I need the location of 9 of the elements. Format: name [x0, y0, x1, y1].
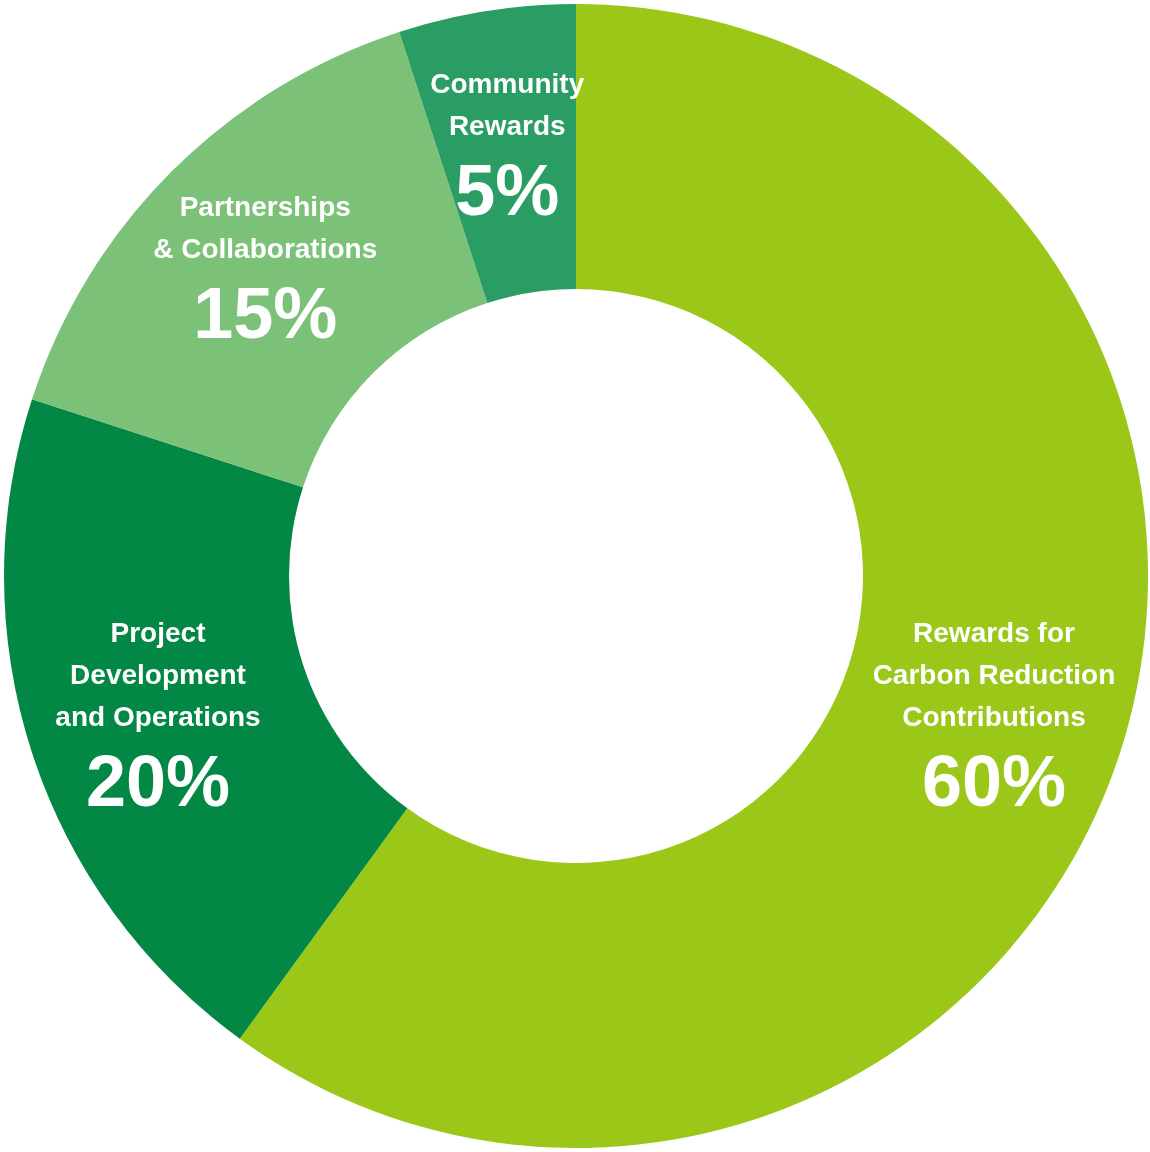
data-label: 60%: [921, 740, 1067, 821]
data-label: 20%: [85, 740, 231, 821]
slice-label: Partnerships & Collaborations: [153, 191, 378, 265]
data-label: 15%: [193, 273, 338, 354]
data-label: 5%: [455, 149, 560, 230]
slice-label: Project Development and Operations: [55, 616, 261, 732]
slice-label: Community Rewards: [430, 67, 585, 141]
donut-slice: [5, 399, 408, 1039]
slice-label: Rewards for Carbon Reduction Contributions: [872, 616, 1116, 732]
